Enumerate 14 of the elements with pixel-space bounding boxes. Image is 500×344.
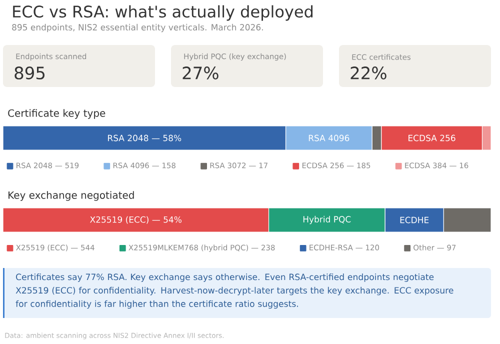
data-label: RSA 4096 <box>308 134 350 142</box>
chart-title: Key exchange negotiated <box>8 191 134 201</box>
chart-title: Certificate key type <box>8 109 106 119</box>
data-label: RSA 2048 — 58% <box>108 134 182 142</box>
data-label: Hybrid PQC <box>303 216 351 224</box>
text: 895 endpoints, NIS2 essential entity verticals. March 2026. <box>12 24 263 32</box>
data-label: ECDHE <box>400 216 429 224</box>
data-label: ECDSA 256 <box>408 134 456 142</box>
text: Certificates say 77% RSA. Key exchange says otherwise. Even RSA-certified endpoints negotiate X25519 (ECC) for confidentiality. Harvest-now-decrypt-later targets the key exchange. ECC exposure for confidentiality is far higher than the certificate ratio suggests. <box>16 274 454 309</box>
text: 22% <box>350 66 386 80</box>
text: 27% <box>182 66 218 80</box>
text: ECC vs RSA: what's actually deployed <box>13 5 313 21</box>
data-label: X25519 (ECC) — 54% <box>90 216 182 224</box>
text: 895 <box>14 66 44 80</box>
